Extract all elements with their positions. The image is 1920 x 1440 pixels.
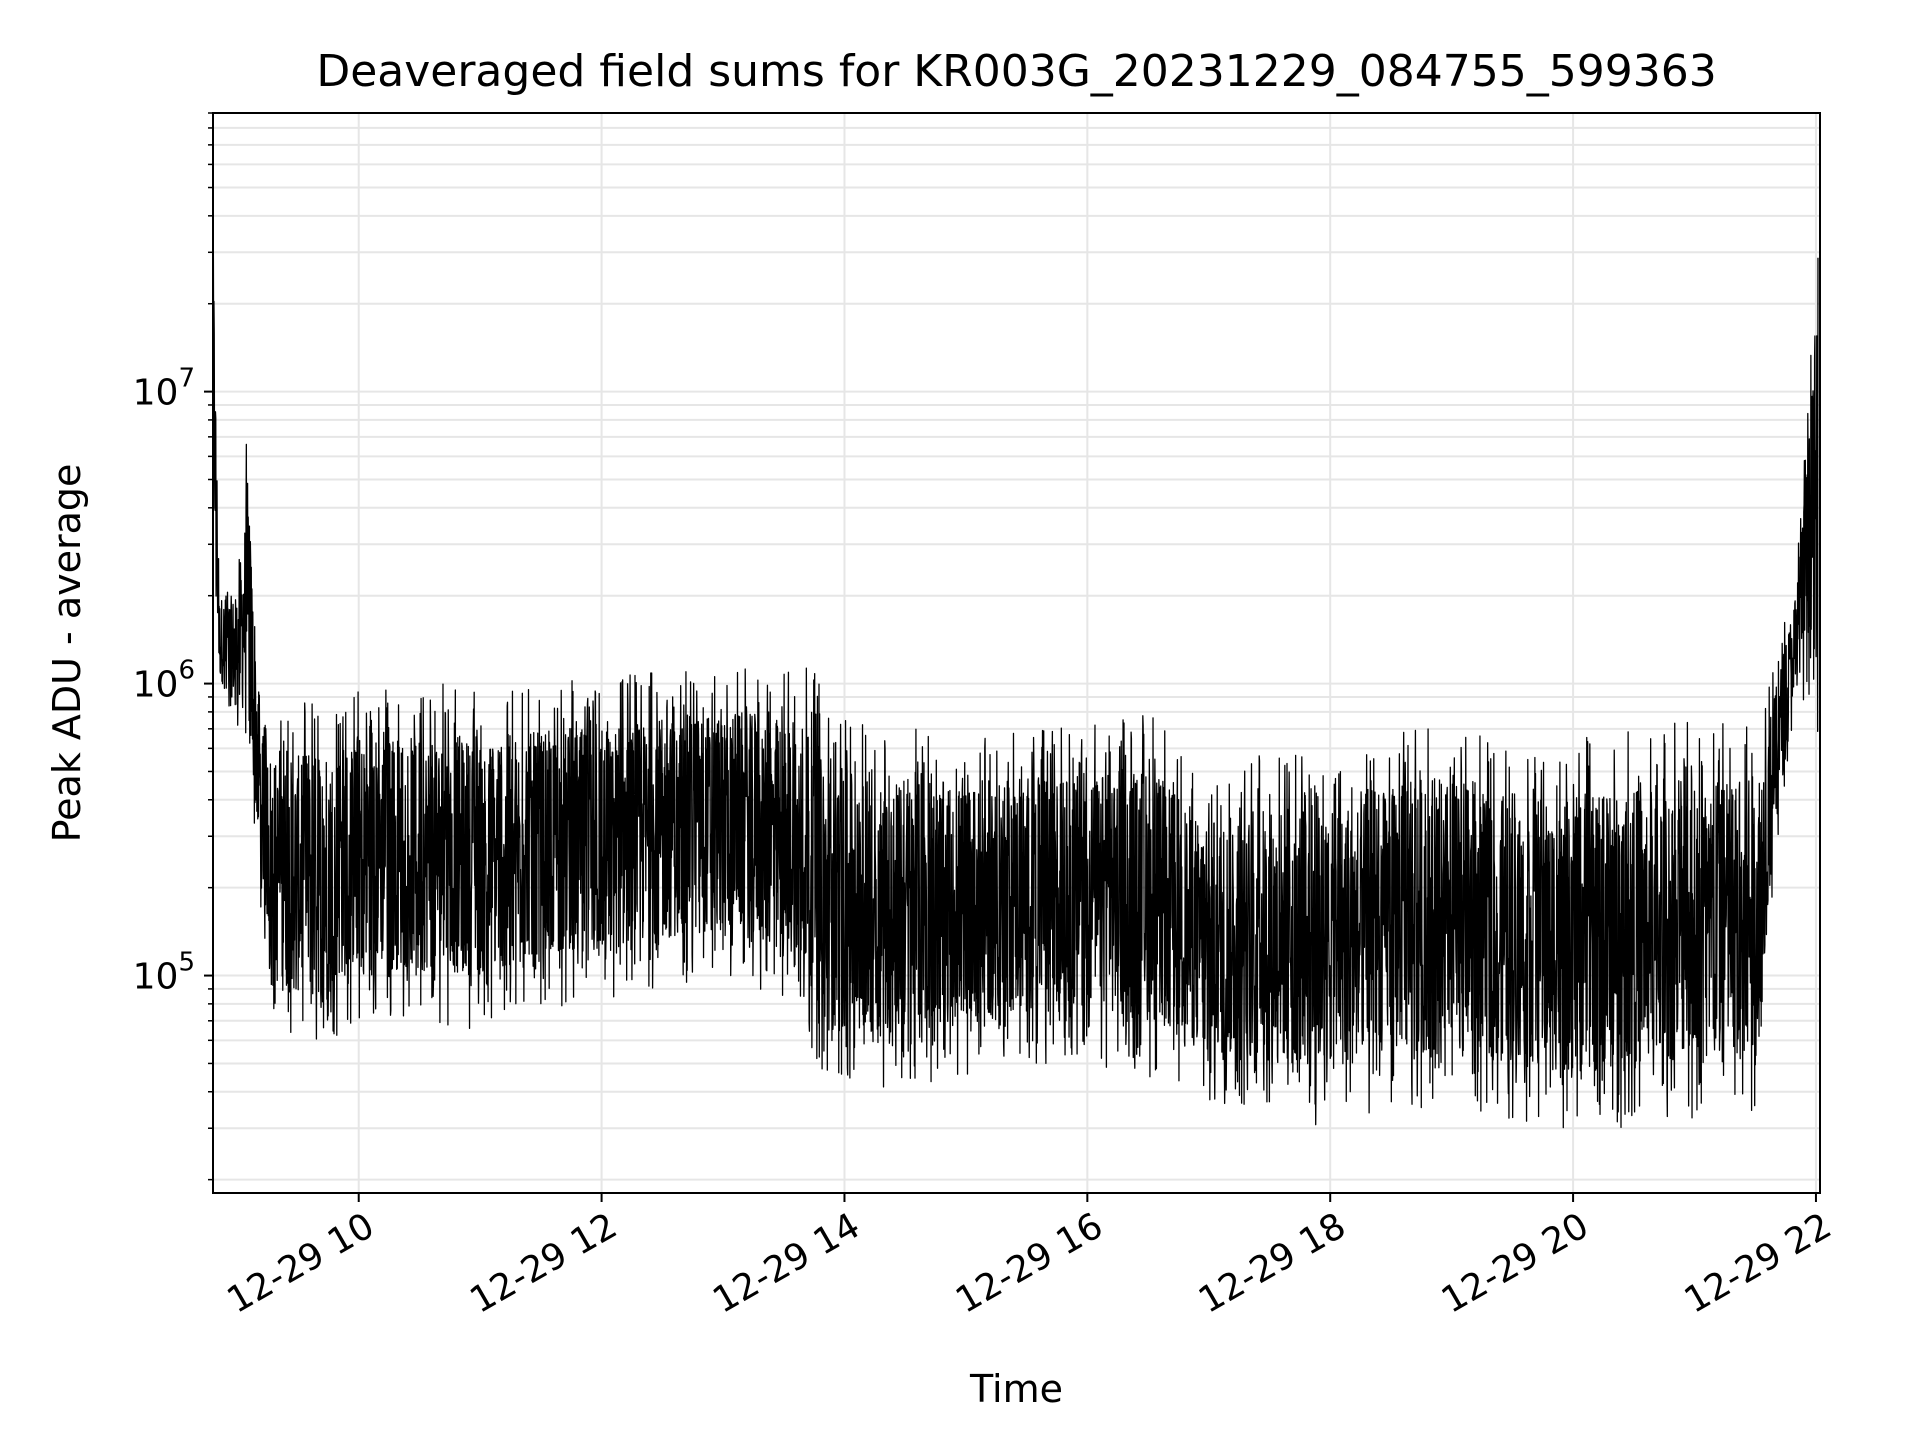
y-axis-label: Peak ADU - average	[45, 464, 89, 843]
y-tick-label: 107	[133, 364, 195, 414]
series-line	[212, 233, 1819, 1129]
chart-title: Deaveraged field sums for KR003G_2023122…	[316, 46, 1716, 97]
y-tick-label: 106	[133, 656, 195, 706]
plot-frame	[212, 112, 1821, 1194]
data-area	[212, 233, 1819, 1129]
x-axis-label: Time	[969, 1367, 1063, 1411]
y-tick-label: 105	[133, 948, 195, 998]
